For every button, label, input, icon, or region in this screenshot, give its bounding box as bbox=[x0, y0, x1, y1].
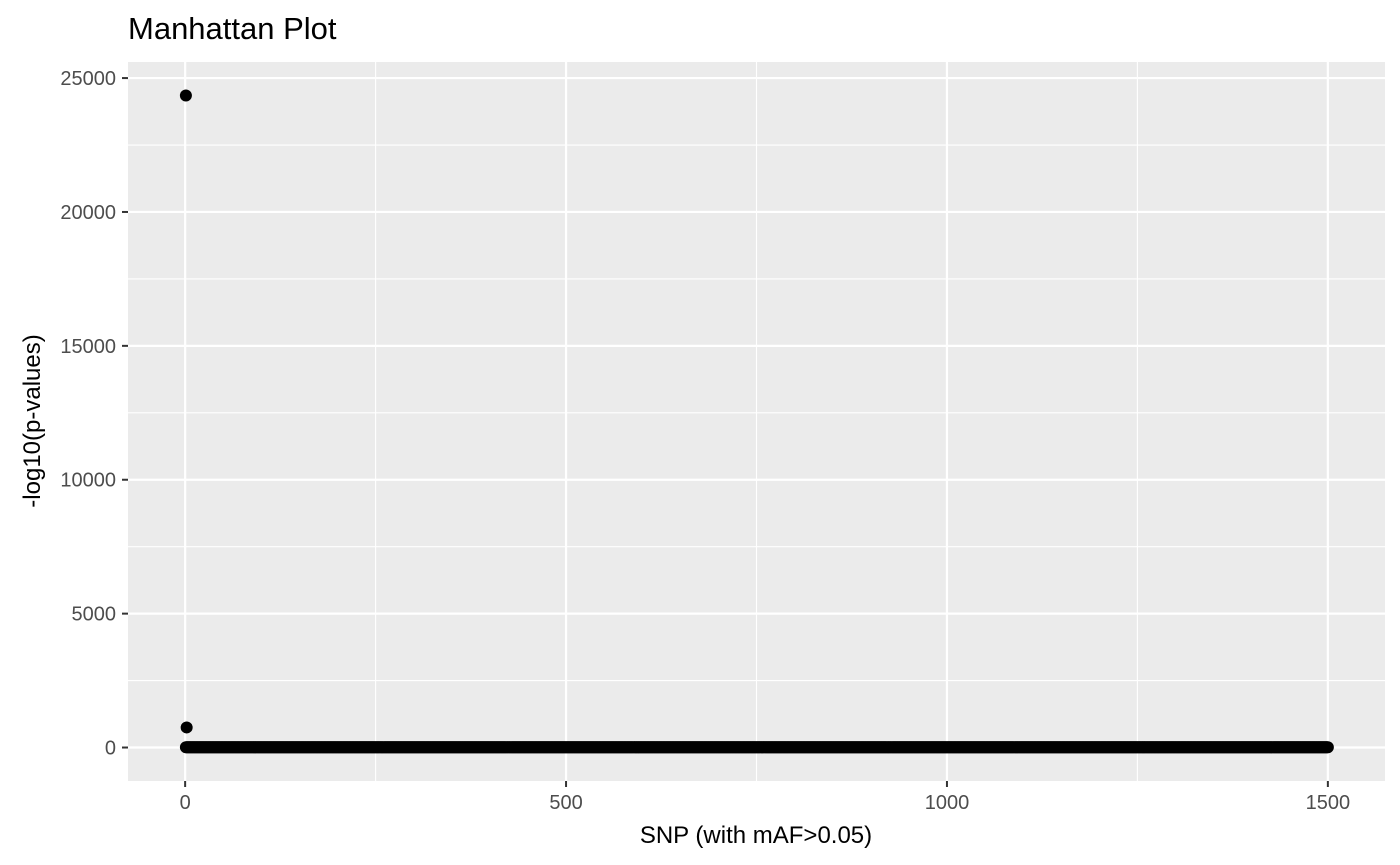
data-point bbox=[1321, 741, 1334, 754]
y-tick-label: 0 bbox=[105, 738, 116, 760]
y-axis-title: -log10(p-values) bbox=[19, 334, 46, 507]
data-points bbox=[179, 89, 1334, 754]
data-point-outlier bbox=[180, 721, 193, 734]
y-tick-label: 20000 bbox=[60, 202, 116, 224]
x-axis-title: SNP (with mAF>0.05) bbox=[640, 822, 872, 849]
x-axis: 0 500 1000 1500 bbox=[180, 781, 1351, 814]
grid-minor bbox=[128, 62, 1385, 781]
x-tick-label: 1500 bbox=[1306, 792, 1351, 814]
data-point-outlier bbox=[179, 89, 192, 102]
grid-major bbox=[128, 62, 1385, 781]
x-tick-label: 500 bbox=[549, 792, 582, 814]
y-tick-label: 10000 bbox=[60, 470, 116, 492]
y-tick-label: 15000 bbox=[60, 336, 116, 358]
y-tick-label: 5000 bbox=[72, 604, 117, 626]
x-tick-label: 0 bbox=[180, 792, 191, 814]
x-tick-label: 1000 bbox=[925, 792, 970, 814]
y-axis: 0 5000 10000 15000 20000 25000 bbox=[60, 68, 128, 760]
y-tick-label: 25000 bbox=[60, 68, 116, 90]
chart-title: Manhattan Plot bbox=[128, 11, 337, 46]
